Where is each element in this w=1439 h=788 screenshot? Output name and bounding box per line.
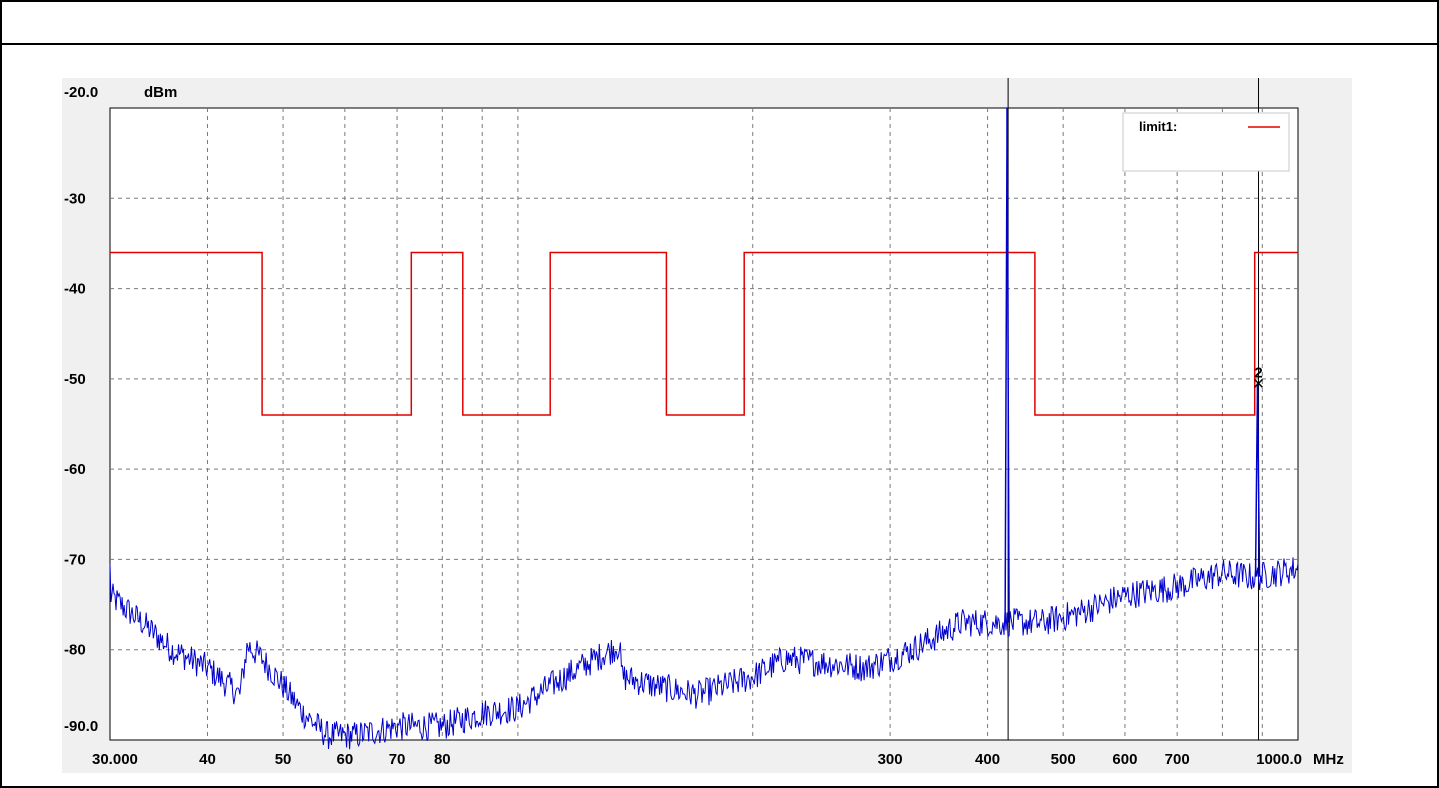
plot-area (109, 107, 1299, 741)
limit-line (110, 251, 1298, 416)
y-tick-label: -50 (64, 371, 86, 388)
x-tick-label: 30.000 (92, 751, 138, 768)
y-tick-label: -80 (64, 642, 86, 659)
gridlines (110, 108, 1298, 740)
marker-label: 2 (1254, 364, 1262, 381)
legend-box (1122, 112, 1290, 172)
x-tick-label: 80 (434, 751, 451, 768)
y-unit-label: dBm (144, 84, 177, 101)
y-tick-labels: -20.0 -30 -40 -50 -60 -70 -80 -90.0 (64, 84, 98, 735)
x-tick-label: 500 (1051, 751, 1076, 768)
y-tick-label: -20.0 (64, 84, 98, 101)
x-tick-label: 1000.0 (1256, 751, 1302, 768)
x-tick-label: 70 (389, 751, 406, 768)
spectrum-trace (109, 557, 1299, 750)
y-tick-label: -40 (64, 281, 86, 298)
y-tick-label: -70 (64, 551, 86, 568)
y-tick-label: -30 (64, 190, 86, 207)
x-tick-label: 300 (878, 751, 903, 768)
y-tick-label: -60 (64, 461, 86, 478)
trace-markers: 2 (1253, 364, 1264, 388)
trace-spikes (1004, 107, 1261, 623)
trace-spike (1256, 383, 1261, 577)
marker-cross (1253, 378, 1264, 388)
x-tick-label: 50 (275, 751, 292, 768)
legend: limit1: (1122, 112, 1290, 172)
x-tick-label: 40 (199, 751, 216, 768)
y-tick-label: -90.0 (64, 718, 98, 735)
trace-spike (1006, 107, 1010, 623)
x-tick-label: 600 (1112, 751, 1137, 768)
x-tick-label: 700 (1165, 751, 1190, 768)
x-tick-label: 400 (975, 751, 1000, 768)
x-tick-labels: 30.000 40 50 60 70 80 300 400 500 600 700 1000.0 (92, 751, 1302, 768)
x-unit-label: MHz (1313, 751, 1344, 768)
x-tick-label: 60 (336, 751, 353, 768)
legend-entry-limit1-label: limit1: (1139, 119, 1177, 134)
